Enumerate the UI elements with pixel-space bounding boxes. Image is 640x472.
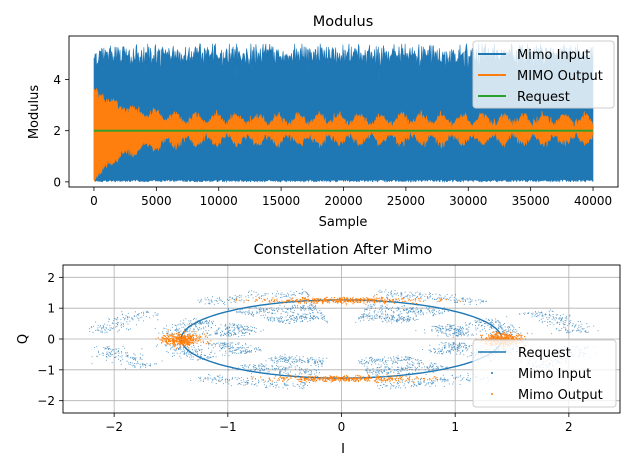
modulus-chart: Modulus 0 5000 10000 15000 20000 25000 30000 35… <box>27 14 619 230</box>
mimo-output-series <box>93 87 594 182</box>
x-tick-label: 0 <box>90 194 98 208</box>
x-tick-label: −1 <box>219 420 237 434</box>
y-tick-label: 4 <box>53 73 61 87</box>
y-tick-label: 0 <box>47 333 55 347</box>
constellation-legend-box <box>472 339 617 408</box>
x-tick-label: 0 <box>338 420 346 434</box>
modulus-x-label: Sample <box>319 215 368 230</box>
legend-mimo-output-marker <box>491 393 493 395</box>
x-tick-label: 2 <box>565 420 573 434</box>
y-tick-label: 1 <box>47 302 55 316</box>
x-tick-label: 35000 <box>512 194 550 208</box>
legend-mimo-output-label-2: Mimo Output <box>518 388 603 403</box>
x-tick-label: −2 <box>105 420 123 434</box>
x-tick-label: 1 <box>451 420 459 434</box>
constellation-x-label: I <box>341 442 345 457</box>
x-tick-label: 20000 <box>324 194 362 208</box>
y-tick-label: −1 <box>37 363 55 377</box>
modulus-x-ticks: 0 5000 10000 15000 20000 25000 30000 35000 40000 <box>90 187 612 208</box>
constellation-legend: Request Mimo Input Mimo Output <box>472 339 617 408</box>
x-tick-label: 10000 <box>200 194 238 208</box>
legend-mimo-input-marker <box>491 372 493 374</box>
constellation-y-ticks: −2 −1 0 1 2 <box>37 271 63 408</box>
legend-mimo-input-label-2: Mimo Input <box>518 367 591 382</box>
constellation-y-label: Q <box>16 334 31 344</box>
y-tick-label: 0 <box>53 175 61 189</box>
y-tick-label: 2 <box>47 271 55 285</box>
y-tick-label: 2 <box>53 124 61 138</box>
x-tick-label: 5000 <box>141 194 172 208</box>
constellation-title: Constellation After Mimo <box>254 242 433 258</box>
mimo-input-series <box>93 43 594 183</box>
modulus-title: Modulus <box>313 14 374 30</box>
legend-request-label: Request <box>517 90 570 105</box>
constellation-x-ticks: −2 −1 0 1 2 <box>105 413 573 434</box>
x-tick-label: 15000 <box>262 194 300 208</box>
x-tick-label: 25000 <box>387 194 425 208</box>
constellation-plot-area <box>88 288 599 390</box>
x-tick-label: 40000 <box>574 194 612 208</box>
legend-mimo-output-label: MIMO Output <box>517 69 603 84</box>
y-tick-label: −2 <box>37 394 55 408</box>
legend-mimo-input-label: Mimo Input <box>517 48 590 63</box>
constellation-chart: Constellation After Mimo −2 −1 0 1 2 −2 −1 0 1 2… <box>16 242 621 457</box>
modulus-legend-box <box>472 40 615 109</box>
modulus-y-label: Modulus <box>27 85 42 140</box>
modulus-legend: Mimo Input MIMO Output Request <box>472 40 615 109</box>
modulus-plot-area <box>93 43 594 183</box>
legend-request-label-2: Request <box>518 346 571 361</box>
modulus-y-ticks: 0 2 4 <box>53 73 69 189</box>
x-tick-label: 30000 <box>449 194 487 208</box>
